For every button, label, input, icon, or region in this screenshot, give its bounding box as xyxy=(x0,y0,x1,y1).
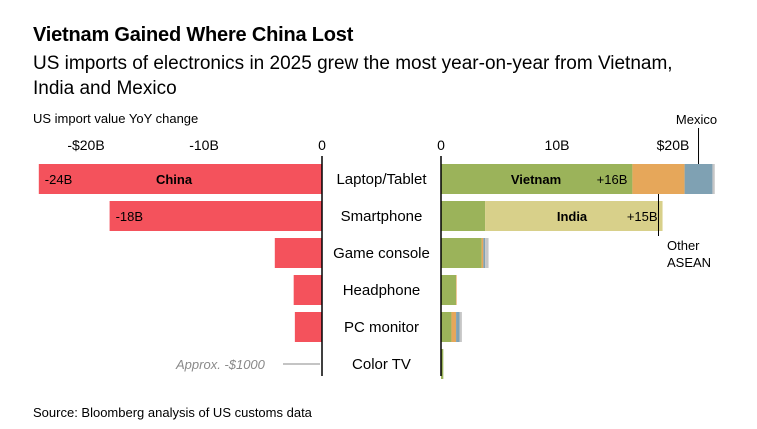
china-bar xyxy=(109,201,322,231)
color-tv-annotation: Approx. -$1000 xyxy=(175,357,266,372)
vietnam-bar xyxy=(441,164,633,194)
right-tick-label: 0 xyxy=(437,137,445,153)
china-bar xyxy=(38,164,323,194)
left-tick-label: -$20B xyxy=(67,137,104,153)
other-asean-bar xyxy=(451,312,457,342)
right-tick-label: 10B xyxy=(545,137,570,153)
chart-subtitle: US imports of electronics in 2025 grew t… xyxy=(33,53,673,99)
india-bar xyxy=(485,201,663,231)
category-label: Game console xyxy=(333,245,430,262)
left-tick-label: 0 xyxy=(318,137,326,153)
china-value-label: -24B xyxy=(45,172,72,187)
other-asean-label-line1: Other xyxy=(667,238,700,253)
china-bar xyxy=(274,238,322,268)
mexico-bar xyxy=(483,238,486,268)
vietnam-bar xyxy=(441,238,482,268)
source-note: Source: Bloomberg analysis of US customs… xyxy=(33,405,312,420)
category-label: Laptop/Tablet xyxy=(336,171,427,188)
vietnam-bar xyxy=(441,349,444,379)
category-label: Smartphone xyxy=(341,208,423,225)
category-label: Headphone xyxy=(343,282,421,299)
chart-title: Vietnam Gained Where China Lost xyxy=(33,24,354,46)
vietnam-bar xyxy=(441,201,486,231)
other-asean-bar xyxy=(481,238,484,268)
vietnam-bar xyxy=(441,312,452,342)
vietnam-series-label: Vietnam xyxy=(511,172,561,187)
other-asean-bar xyxy=(632,164,685,194)
left-tick-label: -10B xyxy=(189,137,219,153)
other-asean-bar xyxy=(456,275,457,305)
china-value-label: -18B xyxy=(116,209,143,224)
other-bar xyxy=(485,238,489,268)
vietnam-value-label: +16B xyxy=(597,172,628,187)
other-bar xyxy=(459,312,462,342)
other-bar xyxy=(712,164,715,194)
vietnam-bar xyxy=(441,275,457,305)
category-label: PC monitor xyxy=(344,319,419,336)
axis-title: US import value YoY change xyxy=(33,111,199,126)
right-tick-label: $20B xyxy=(657,137,690,153)
category-label: Color TV xyxy=(352,356,411,373)
china-bar xyxy=(293,275,322,305)
china-bar xyxy=(294,312,322,342)
mexico-label: Mexico xyxy=(676,112,717,127)
china-series-label: China xyxy=(156,172,193,187)
india-value-label: +15B xyxy=(627,209,658,224)
other-asean-label-line2: ASEAN xyxy=(667,255,711,270)
india-series-label: India xyxy=(557,209,588,224)
mexico-bar xyxy=(456,312,460,342)
mexico-bar xyxy=(684,164,713,194)
